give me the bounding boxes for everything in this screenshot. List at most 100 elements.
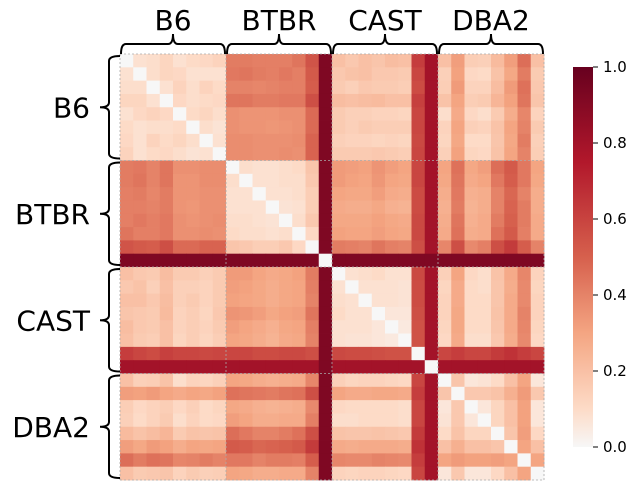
- heatmap-cell-r24-c29: [504, 373, 518, 388]
- heatmap-cell-r4-c4: [173, 107, 187, 121]
- heatmap-cell-r26-c12: [279, 400, 293, 414]
- heatmap-cell-r24-c6: [199, 373, 214, 388]
- heatmap-cell-r8-c2: [146, 160, 161, 175]
- heatmap-cell-r11-c27: [477, 200, 492, 215]
- heatmap-cell-r1-c20: [385, 67, 399, 82]
- heatmap-cell-r29-c23: [424, 440, 439, 454]
- heatmap-cell-r16-c17: [345, 267, 359, 281]
- heatmap-cell-r18-c22: [411, 293, 426, 308]
- heatmap-cell-r25-c5: [186, 386, 200, 401]
- heatmap-cell-r18-c17: [345, 293, 359, 308]
- heatmap-cell-r8-c19: [371, 160, 386, 175]
- heatmap-cell-r23-c8: [226, 360, 240, 374]
- heatmap-cell-r21-c8: [226, 333, 240, 348]
- heatmap-cell-r11-c11: [265, 200, 280, 215]
- heatmap-cell-r5-c7: [212, 120, 227, 135]
- heatmap-cell-r11-c2: [146, 200, 161, 215]
- heatmap-cell-r5-c11: [265, 120, 280, 135]
- heatmap-cell-r11-c13: [292, 200, 306, 215]
- heatmap-cell-r5-c13: [292, 120, 306, 135]
- heatmap-cell-r9-c9: [239, 173, 253, 188]
- heatmap-cell-r27-c24: [438, 413, 452, 428]
- heatmap-cell-r21-c4: [173, 333, 187, 348]
- heatmap-cell-r26-c13: [292, 400, 306, 414]
- heatmap-cell-r22-c2: [146, 346, 161, 361]
- heatmap-cell-r20-c26: [464, 320, 479, 334]
- heatmap-cell-r6-c22: [411, 133, 426, 148]
- heatmap-cell-r22-c17: [345, 346, 359, 361]
- heatmap-cell-r21-c1: [133, 333, 147, 348]
- heatmap-cell-r23-c20: [385, 360, 399, 374]
- heatmap-cell-r7-c2: [146, 147, 161, 161]
- heatmap-cell-r2-c22: [411, 80, 426, 95]
- heatmap-cell-r1-c17: [345, 67, 359, 82]
- heatmap-cell-r3-c0: [120, 93, 134, 108]
- heatmap-cell-r21-c31: [530, 333, 545, 348]
- heatmap-cell-r5-c2: [146, 120, 161, 135]
- heatmap-cell-r24-c0: [120, 373, 134, 388]
- heatmap-cell-r29-c14: [305, 440, 320, 454]
- heatmap-cell-r30-c3: [159, 453, 174, 468]
- heatmap-cell-r10-c28: [491, 187, 505, 201]
- heatmap-cell-r30-c29: [504, 453, 518, 468]
- heatmap-cell-r28-c8: [226, 426, 240, 441]
- heatmap-cell-r6-c27: [477, 133, 492, 148]
- heatmap-cell-r2-c18: [358, 80, 373, 95]
- heatmap-cell-r12-c24: [438, 213, 452, 228]
- heatmap-cell-r1-c11: [265, 67, 280, 82]
- heatmap-cell-r29-c13: [292, 440, 306, 454]
- heatmap-cell-r26-c24: [438, 400, 452, 414]
- heatmap-cell-r9-c6: [199, 173, 214, 188]
- heatmap-cell-r0-c16: [332, 54, 346, 68]
- heatmap-cell-r11-c3: [159, 200, 174, 215]
- heatmap-cell-r13-c10: [252, 227, 267, 241]
- heatmap-cell-r16-c16: [332, 267, 346, 281]
- heatmap-cell-r13-c7: [212, 227, 227, 241]
- heatmap-cell-r30-c26: [464, 453, 479, 468]
- heatmap-cell-r31-c22: [411, 466, 426, 481]
- heatmap-cell-r13-c5: [186, 227, 200, 241]
- heatmap-cell-r23-c31: [530, 360, 545, 374]
- heatmap-cell-r3-c23: [424, 93, 439, 108]
- heatmap-cell-r23-c19: [371, 360, 386, 374]
- heatmap-cell-r27-c17: [345, 413, 359, 428]
- heatmap-cell-r20-c18: [358, 320, 373, 334]
- heatmap-cell-r25-c15: [318, 386, 333, 401]
- heatmap-cell-r2-c11: [265, 80, 280, 95]
- heatmap-cell-r26-c26: [464, 400, 479, 414]
- left-brace-cast: [99, 268, 121, 373]
- heatmap-cell-r29-c31: [530, 440, 545, 454]
- heatmap-cell-r11-c6: [199, 200, 214, 215]
- colorbar-tick-label-5: 1.0: [603, 58, 627, 76]
- heatmap-cell-r6-c23: [424, 133, 439, 148]
- heatmap-cell-r10-c4: [173, 187, 187, 201]
- heatmap-cell-r24-c31: [530, 373, 545, 388]
- heatmap-cell-r23-c17: [345, 360, 359, 374]
- heatmap-cell-r20-c15: [318, 320, 333, 334]
- heatmap-cell-r19-c30: [517, 306, 532, 321]
- heatmap-cell-r5-c20: [385, 120, 399, 135]
- heatmap-cell-r7-c23: [424, 147, 439, 161]
- heatmap-cell-r4-c22: [411, 107, 426, 121]
- heatmap-cell-r16-c14: [305, 267, 320, 281]
- heatmap-cell-r27-c0: [120, 413, 134, 428]
- heatmap-cell-r26-c15: [318, 400, 333, 414]
- heatmap-cell-r15-c15: [318, 253, 333, 268]
- heatmap-cell-r19-c5: [186, 306, 200, 321]
- heatmap-cell-r1-c12: [279, 67, 293, 82]
- heatmap-cell-r12-c16: [332, 213, 346, 228]
- heatmap-cell-r31-c26: [464, 466, 479, 481]
- heatmap-cell-r6-c5: [186, 133, 200, 148]
- heatmap-cell-r7-c4: [173, 147, 187, 161]
- heatmap-cell-r0-c0: [120, 54, 134, 68]
- heatmap-cell-r15-c29: [504, 253, 518, 268]
- heatmap-cell-r22-c3: [159, 346, 174, 361]
- heatmap-cell-r24-c30: [517, 373, 532, 388]
- heatmap-cell-r21-c21: [398, 333, 412, 348]
- heatmap-cell-r29-c1: [133, 440, 147, 454]
- heatmap-cell-r15-c3: [159, 253, 174, 268]
- heatmap-cell-r17-c22: [411, 280, 426, 295]
- heatmap-cell-r25-c3: [159, 386, 174, 401]
- heatmap-cell-r5-c6: [199, 120, 214, 135]
- heatmap-cell-r19-c16: [332, 306, 346, 321]
